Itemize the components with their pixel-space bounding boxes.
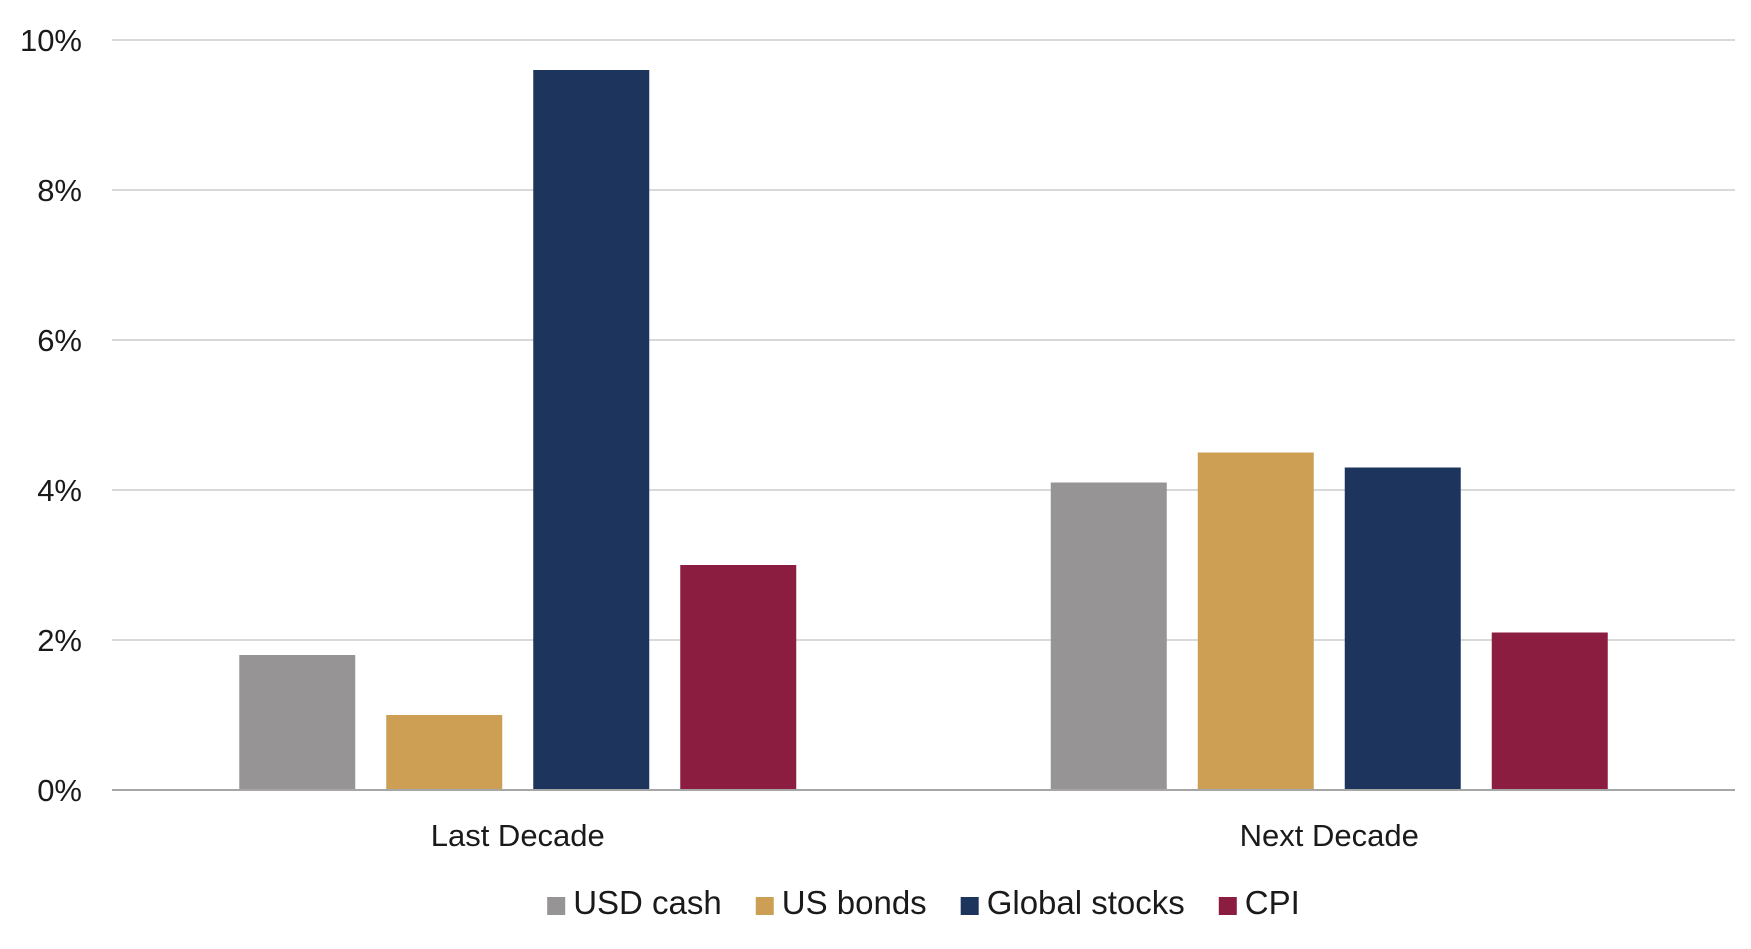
y-tick-label: 10%	[20, 23, 82, 58]
x-category-label: Next Decade	[1240, 818, 1419, 853]
legend: USD cash US bonds Global stocks CPI	[547, 884, 1300, 921]
legend-label: CPI	[1245, 884, 1300, 921]
bar-usd-cash-next-decade	[1050, 482, 1167, 790]
legend-swatch	[755, 897, 774, 915]
legend-swatch	[547, 897, 566, 915]
y-tick-label: 0%	[37, 773, 82, 808]
y-tick-label: 8%	[37, 173, 82, 208]
y-tick-label: 6%	[37, 323, 82, 358]
bar-us-bonds-last-decade	[386, 715, 503, 790]
bar-cpi-last-decade	[680, 565, 797, 790]
y-tick-label: 2%	[37, 623, 82, 658]
bar-cpi-next-decade	[1491, 632, 1608, 790]
legend-label: USD cash	[573, 884, 722, 921]
y-axis-tick-labels: 0% 2% 4% 6% 8% 10%	[20, 23, 82, 808]
bar-us-bonds-next-decade	[1197, 452, 1314, 790]
x-axis-category-labels: Last Decade Next Decade	[431, 818, 1419, 853]
bars	[239, 70, 1608, 790]
y-tick-label: 4%	[37, 473, 82, 508]
legend-label: Global stocks	[987, 884, 1185, 921]
legend-swatch	[960, 897, 979, 915]
x-category-label: Last Decade	[431, 818, 605, 853]
legend-swatch	[1218, 897, 1237, 915]
bar-usd-cash-last-decade	[239, 655, 356, 790]
bar-global-stocks-next-decade	[1344, 467, 1461, 790]
gridlines	[112, 39, 1735, 641]
bar-global-stocks-last-decade	[533, 70, 650, 790]
legend-label: US bonds	[782, 884, 927, 921]
